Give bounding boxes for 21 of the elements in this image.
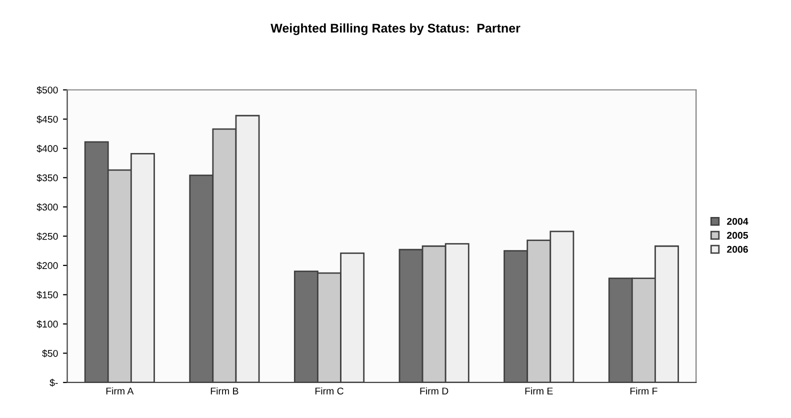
y-tick-label: $350: [36, 174, 58, 182]
y-tick-label: $500: [36, 86, 58, 94]
x-tick-label: Firm F: [630, 387, 658, 394]
legend-label: 2006: [727, 246, 748, 253]
legend-label: 2005: [727, 232, 748, 239]
y-tick-label: $100: [36, 320, 58, 328]
x-tick-label: Firm A: [106, 387, 134, 394]
y-tick-label: $200: [36, 262, 58, 270]
y-tick-label: $50: [42, 350, 58, 358]
y-tick-label: $-: [50, 378, 58, 387]
y-tick-label: $250: [36, 232, 58, 240]
x-tick-label: Firm B: [210, 387, 238, 394]
x-tick-label: Firm D: [420, 387, 448, 394]
y-tick-label: $400: [36, 144, 58, 153]
x-tick-label: Firm E: [525, 387, 553, 394]
x-tick-label: Firm C: [315, 387, 344, 394]
legend-label: 2004: [727, 218, 748, 225]
y-tick-label: $150: [36, 291, 58, 299]
chart-title: Weighted Billing Rates by Status: Partner: [270, 23, 520, 36]
y-tick-label: $300: [36, 203, 58, 212]
y-tick-label: $450: [36, 115, 58, 124]
